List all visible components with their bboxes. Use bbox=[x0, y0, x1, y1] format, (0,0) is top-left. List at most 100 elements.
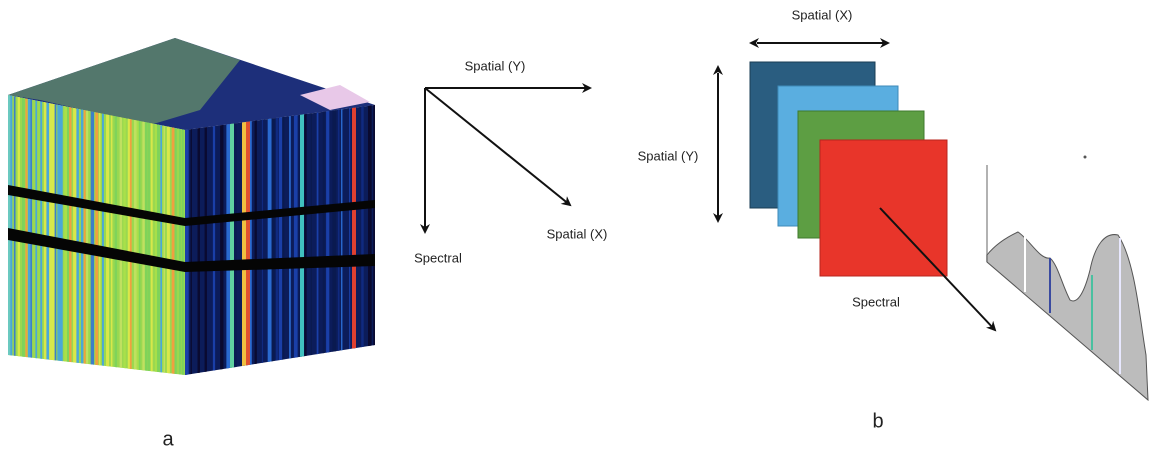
spectrum bbox=[986, 155, 1149, 402]
stripe bbox=[352, 105, 356, 375]
stripe bbox=[13, 95, 16, 375]
stripe bbox=[66, 95, 70, 375]
stripe bbox=[242, 105, 246, 375]
stripe bbox=[25, 95, 28, 375]
cube-side bbox=[185, 105, 375, 375]
stripe bbox=[212, 105, 216, 375]
stripe bbox=[326, 105, 330, 375]
stripe bbox=[144, 95, 148, 375]
band-gap bbox=[185, 200, 375, 272]
stripe bbox=[226, 105, 231, 375]
stripe bbox=[304, 105, 307, 375]
axis-label: Spatial (X) bbox=[792, 7, 853, 22]
stripe bbox=[90, 95, 95, 375]
stripe bbox=[163, 95, 166, 375]
axis-label: Spectral bbox=[414, 250, 462, 265]
stripe bbox=[322, 105, 325, 375]
stripe bbox=[349, 105, 351, 375]
stripe bbox=[8, 95, 11, 375]
stripe bbox=[197, 105, 200, 375]
stripe bbox=[80, 95, 84, 375]
stripe bbox=[60, 95, 63, 375]
band bbox=[819, 139, 948, 277]
stripe bbox=[110, 95, 113, 375]
stripe bbox=[337, 105, 340, 375]
stripe bbox=[127, 95, 132, 375]
stripe bbox=[157, 95, 160, 375]
stripe bbox=[51, 95, 55, 375]
stripe bbox=[190, 105, 192, 375]
stripe bbox=[46, 95, 50, 375]
stripe bbox=[282, 105, 285, 375]
axes: Spatial (Y) Spatial (X) Spectral bbox=[414, 58, 607, 265]
panel-label: a bbox=[162, 428, 174, 450]
stripe bbox=[300, 105, 304, 375]
stripe bbox=[341, 105, 343, 375]
stripe bbox=[160, 95, 163, 375]
stripe bbox=[254, 105, 257, 375]
cube-top-land bbox=[8, 38, 240, 125]
hyperspectral-cube bbox=[8, 38, 375, 375]
stripe bbox=[73, 95, 77, 375]
stripe bbox=[261, 105, 264, 375]
band-gap bbox=[8, 185, 185, 272]
axis-label: Spatial (Y) bbox=[465, 58, 526, 73]
panel-label: b bbox=[872, 410, 883, 432]
stripe bbox=[86, 95, 89, 375]
spectrum-area bbox=[986, 231, 1149, 402]
stripe bbox=[171, 95, 175, 375]
stripe bbox=[310, 105, 313, 375]
stripe bbox=[54, 95, 57, 375]
stripe bbox=[83, 95, 86, 375]
arrow bbox=[879, 207, 997, 332]
stripe bbox=[138, 95, 141, 375]
axis-label: Spatial (Y) bbox=[638, 148, 699, 163]
stripe bbox=[271, 105, 275, 375]
stripe bbox=[155, 95, 157, 375]
stripe bbox=[129, 95, 132, 375]
stripe bbox=[185, 105, 189, 375]
stripe bbox=[123, 95, 126, 375]
stripe bbox=[246, 105, 250, 375]
stripe bbox=[181, 95, 184, 375]
stripe bbox=[69, 95, 72, 375]
stripe bbox=[27, 95, 31, 375]
stripe bbox=[179, 95, 181, 375]
stripe bbox=[142, 95, 146, 375]
stripe bbox=[106, 95, 110, 375]
stripe bbox=[150, 95, 153, 375]
stripe bbox=[174, 95, 177, 375]
stripe bbox=[220, 105, 224, 375]
stripe bbox=[289, 105, 291, 375]
band-stack: Spatial (X) Spatial (Y) Spectral bbox=[638, 7, 997, 332]
stripe bbox=[166, 95, 170, 375]
stripe bbox=[278, 105, 283, 375]
stripe bbox=[64, 95, 68, 375]
stripe bbox=[267, 105, 272, 375]
stripe bbox=[136, 95, 140, 375]
stripe bbox=[234, 105, 237, 375]
stripe bbox=[147, 95, 151, 375]
stripe bbox=[21, 95, 25, 375]
stripe bbox=[275, 105, 279, 375]
stripe bbox=[332, 105, 337, 375]
stripe bbox=[10, 95, 13, 375]
stripe bbox=[98, 95, 101, 375]
stripe bbox=[114, 95, 118, 375]
stripe bbox=[119, 95, 123, 375]
arrow bbox=[424, 87, 572, 207]
stripe bbox=[17, 95, 20, 375]
stripe bbox=[230, 105, 234, 375]
stripe bbox=[49, 95, 52, 375]
stripe bbox=[76, 95, 79, 375]
stripe bbox=[248, 105, 252, 375]
axis-label: Spectral bbox=[852, 294, 900, 309]
stripe bbox=[204, 105, 207, 375]
stripe bbox=[57, 95, 61, 375]
cube-front bbox=[8, 95, 185, 375]
stripe bbox=[43, 95, 47, 375]
stripe bbox=[133, 95, 137, 375]
axis-label: Spatial (X) bbox=[547, 226, 608, 241]
stripe bbox=[316, 105, 319, 375]
